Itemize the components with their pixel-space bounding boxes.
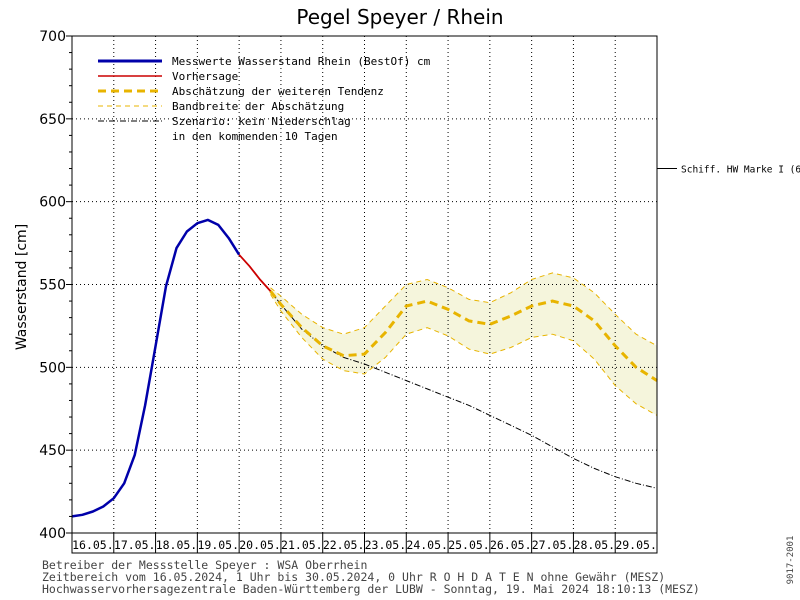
y-tick-label: 450 <box>39 443 66 459</box>
chart-title: Pegel Speyer / Rhein <box>296 5 503 29</box>
reference-line-label: Schiff. HW Marke I (620cm) <box>681 165 800 176</box>
legend-band-label: Bandbreite der Abschätzung <box>172 100 344 113</box>
x-tick-label: 16.05. <box>72 538 114 552</box>
band-lower-line <box>270 294 658 416</box>
x-tick-label: 27.05. <box>532 538 574 552</box>
y-tick-label: 400 <box>39 526 66 542</box>
footer-time-range: Zeitbereich vom 16.05.2024, 1 Uhr bis 30… <box>42 570 665 584</box>
y-axis-label: Wasserstand [cm] <box>14 224 30 350</box>
x-tick-label: 24.05. <box>406 538 448 552</box>
forecast-line <box>238 254 272 292</box>
y-tick-label: 650 <box>39 112 66 128</box>
y-tick-label: 700 <box>39 29 66 45</box>
band-upper-line <box>270 272 658 347</box>
legend-forecast-label: Vorhersage <box>172 70 238 83</box>
tendency-line <box>269 290 658 382</box>
footer: Betreiber der Messstelle Speyer : WSA Ob… <box>42 536 796 596</box>
y-tick-label: 550 <box>39 278 66 294</box>
y-tick-label: 600 <box>39 195 66 211</box>
band-layer <box>270 272 657 416</box>
series-layer <box>71 218 658 518</box>
x-tick-label: 26.05. <box>490 538 532 552</box>
y-tick-label: 500 <box>39 360 66 376</box>
legend-measured-label: Messwerte Wasserstand Rhein (BestOf) cm <box>172 55 431 68</box>
legend-scenario-label: in den kommenden 10 Tagen <box>172 130 338 143</box>
footer-source: Hochwasservorhersagezentrale Baden-Württ… <box>42 582 700 596</box>
x-tick-label: 20.05. <box>239 538 281 552</box>
x-tick-label: 22.05. <box>323 538 365 552</box>
grid-layer <box>72 36 657 533</box>
x-tick-label: 19.05. <box>197 538 239 552</box>
legend-tendency-label: Abschätzung der weiteren Tendenz <box>172 85 384 98</box>
x-tick-label: 29.05. <box>615 538 657 552</box>
side-code: 9017-2001 <box>786 536 796 585</box>
x-tick-label: 28.05. <box>574 538 616 552</box>
x-tick-label: 23.05. <box>365 538 407 552</box>
axis-layer: 400 450 500 550 600 650 700 16.05. 17.05. 18.05. 1… <box>39 29 658 554</box>
x-tick-label: 25.05. <box>448 538 490 552</box>
x-tick-label: 17.05. <box>114 538 156 552</box>
band-area <box>270 272 657 416</box>
legend-scenario-label: Szenario: kein Niederschlag <box>172 115 351 128</box>
x-tick-label: 21.05. <box>281 538 323 552</box>
footer-operator: Betreiber der Messstelle Speyer : WSA Ob… <box>42 558 367 572</box>
x-tick-label: 18.05. <box>156 538 198 552</box>
measured-line <box>71 218 241 518</box>
reference-line-group: Schiff. HW Marke I (620cm) <box>657 165 800 176</box>
legend: Messwerte Wasserstand Rhein (BestOf) cm V… <box>98 55 431 143</box>
